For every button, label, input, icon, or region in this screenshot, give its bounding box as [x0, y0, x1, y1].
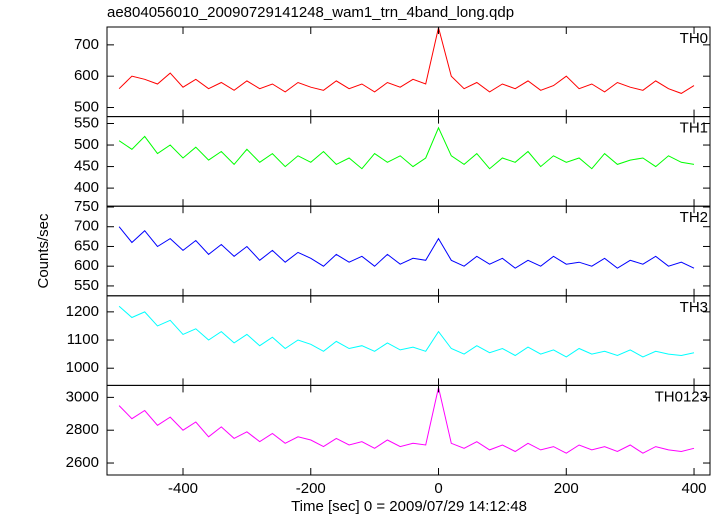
light-curve — [118, 226, 695, 269]
y-tick-label: 750 — [74, 198, 99, 215]
y-tick-label: 550 — [74, 114, 99, 131]
y-tick-label: 650 — [74, 237, 99, 254]
y-tick-label: 600 — [74, 257, 99, 274]
light-curve — [118, 27, 695, 94]
x-tick-label: -200 — [296, 480, 326, 497]
panel-frame — [106, 384, 711, 476]
y-tick-label: 500 — [74, 98, 99, 115]
panel-label: TH1 — [680, 120, 708, 137]
light-curve — [118, 305, 695, 358]
panel-frame — [106, 205, 711, 297]
x-tick-label: 200 — [554, 480, 579, 497]
light-curve — [118, 387, 695, 454]
x-tick-label: -400 — [168, 480, 198, 497]
y-tick-label: 1200 — [66, 303, 99, 320]
x-tick-label: 400 — [682, 480, 707, 497]
panel-frame — [106, 26, 711, 118]
panel-frame — [106, 295, 711, 386]
y-tick-label: 600 — [74, 67, 99, 84]
panel-label: TH3 — [680, 299, 708, 316]
panel-frame — [106, 116, 711, 207]
x-axis-label: Time [sec] 0 = 2009/07/29 14:12:48 — [291, 498, 527, 515]
y-tick-label: 400 — [74, 179, 99, 196]
light-curve — [118, 126, 695, 170]
y-tick-label: 3000 — [66, 388, 99, 405]
y-tick-label: 1100 — [67, 331, 99, 348]
y-tick-label: 700 — [74, 218, 99, 235]
panel-label: TH0 — [680, 30, 708, 47]
y-tick-label: 2800 — [66, 421, 99, 438]
y-tick-label: 700 — [74, 36, 99, 53]
y-axis-label: Counts/sec — [35, 213, 52, 289]
chart-title: ae804056010_20090729141248_wam1_trn_4ban… — [107, 4, 514, 21]
y-tick-label: 450 — [74, 158, 99, 175]
y-tick-label: 550 — [74, 277, 99, 294]
y-tick-label: 500 — [74, 136, 99, 153]
x-tick-label: 0 — [434, 480, 442, 497]
y-tick-label: 1000 — [66, 359, 99, 376]
panel-label: TH2 — [680, 209, 708, 226]
panel-label: TH0123 — [655, 388, 708, 405]
y-tick-label: 2600 — [66, 454, 99, 471]
